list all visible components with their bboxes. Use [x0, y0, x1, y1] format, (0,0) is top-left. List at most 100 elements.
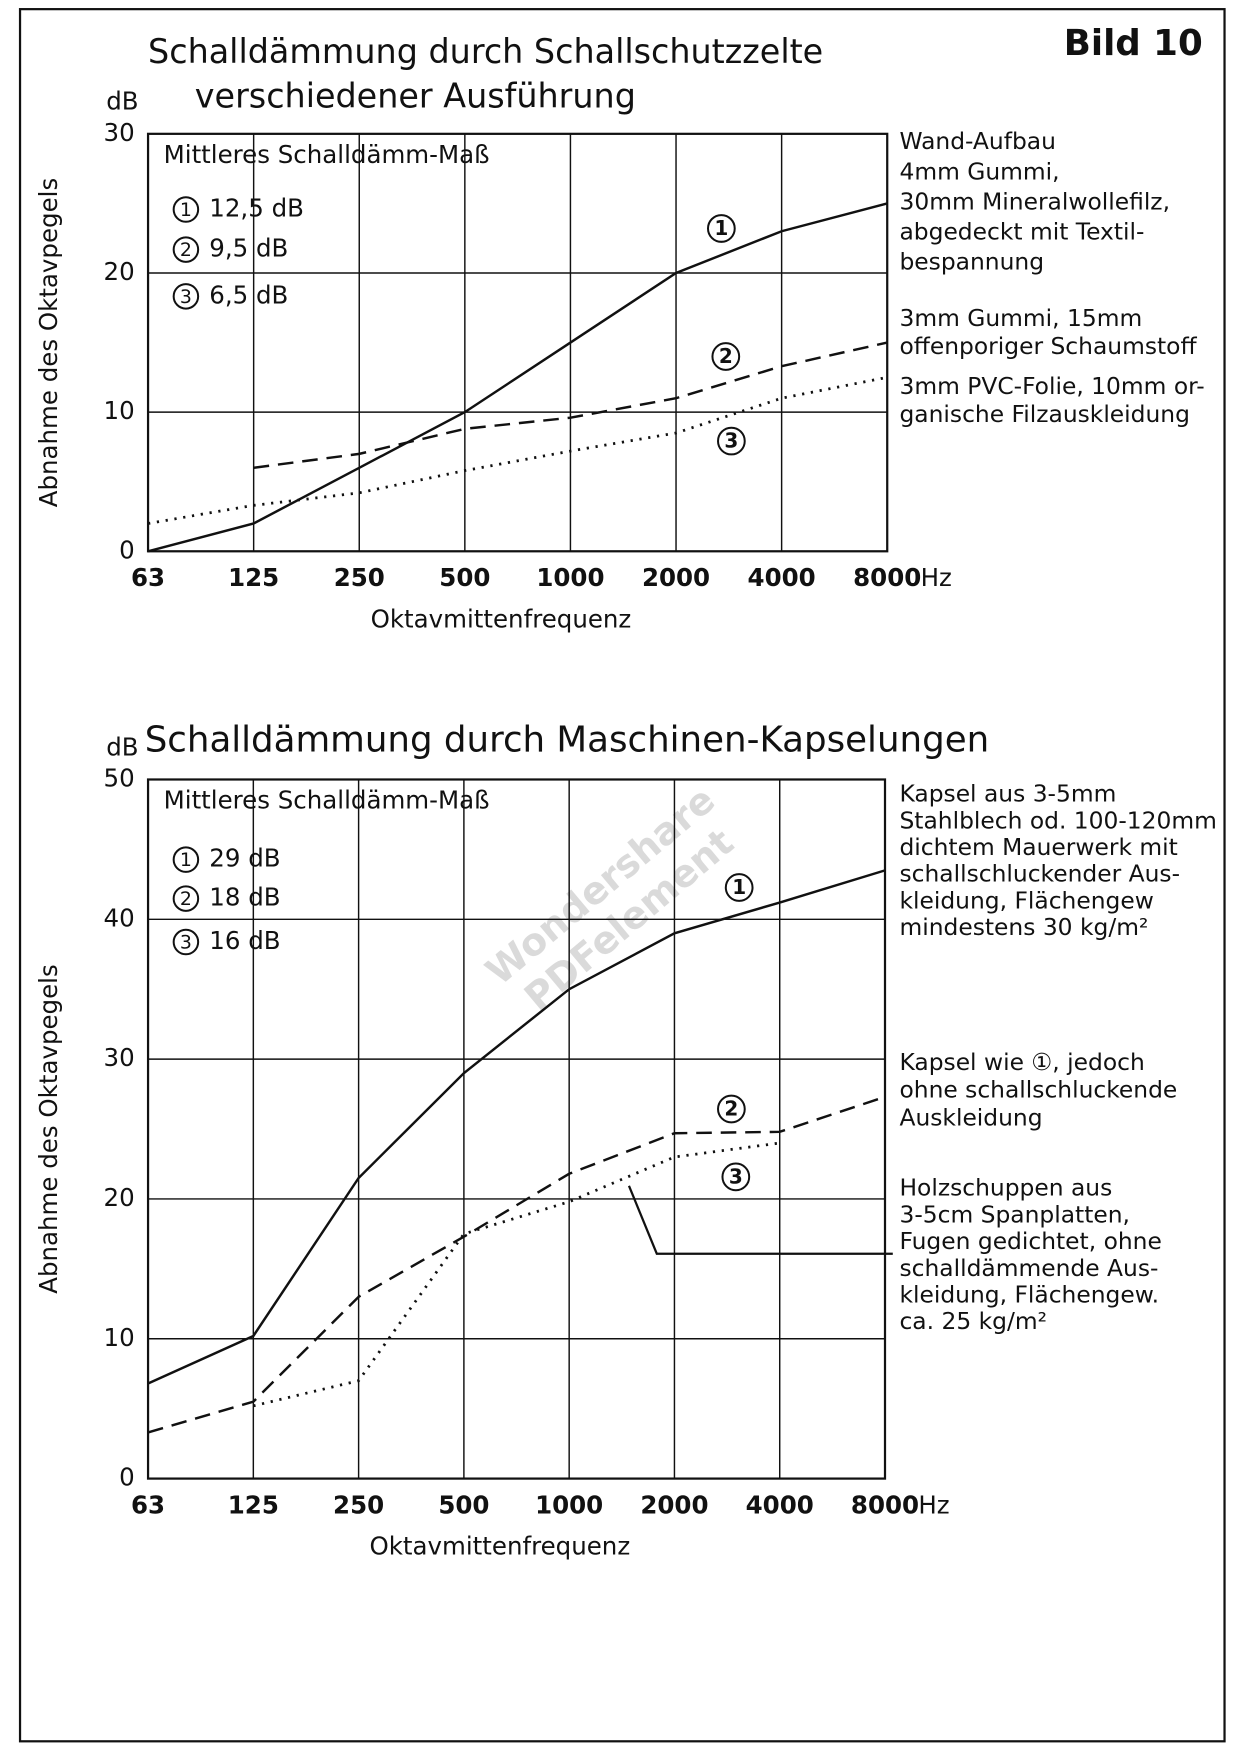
legend-number: 1 [180, 199, 192, 221]
x-tick-label: 63 [131, 1490, 165, 1519]
line-label: 1 [714, 216, 728, 240]
x-tick-label: 1000 [535, 1490, 603, 1519]
series-description: kleidung, Flächengew. [899, 1281, 1159, 1309]
legend-circle [172, 196, 200, 223]
series-description: ohne schallschluckende [899, 1076, 1177, 1104]
y-tick-label: 10 [104, 1323, 135, 1352]
series-description: Kapsel aus 3-5mm [899, 780, 1116, 808]
series-description: kleidung, Flächengew [899, 886, 1153, 914]
legend-title: Mittleres Schalldämm-Maß [164, 786, 490, 815]
legend-value: 29 dB [209, 844, 280, 873]
legend-value: 18 dB [209, 883, 280, 912]
series-description: Wand-Aufbau [899, 127, 1055, 155]
line-label: 3 [729, 1165, 743, 1189]
legend-number: 3 [180, 932, 192, 954]
series-line [147, 869, 886, 1385]
legend-number: 2 [180, 888, 192, 910]
series-description: Kapsel wie ①, jedoch [899, 1048, 1144, 1076]
line-label-circle [717, 1094, 746, 1124]
x-unit: Hz [921, 563, 952, 592]
x-tick-label: 2000 [642, 563, 710, 592]
y-tick-label: 0 [119, 1463, 135, 1492]
series-description: offenporiger Schaumstoff [899, 332, 1197, 360]
chart-title: Schalldämmung durch Schallschutzzelte [148, 32, 823, 71]
line-label-circle [706, 214, 736, 243]
legend-number: 2 [180, 239, 192, 261]
x-tick-label: 4000 [748, 563, 816, 592]
series-description: Fugen gedichtet, ohne [899, 1227, 1161, 1255]
line-label-circle [721, 1162, 751, 1192]
page-border [18, 8, 1226, 1743]
series-description: mindestens 30 kg/m² [899, 913, 1148, 941]
series-line [147, 202, 888, 553]
x-tick-label: 63 [131, 563, 165, 592]
series-description: 3mm Gummi, 15mm [899, 304, 1142, 332]
series-line [253, 341, 888, 470]
y-axis-label: Abnahme des Oktavpegels [34, 178, 63, 508]
x-tick-label: 250 [334, 563, 385, 592]
x-tick-label: 500 [439, 563, 490, 592]
x-tick-label: 4000 [746, 1490, 814, 1519]
series-description: Holzschuppen aus [899, 1174, 1112, 1202]
y-tick-label: 20 [104, 1183, 135, 1212]
x-tick-label: 125 [228, 1490, 279, 1519]
y-tick-label: 0 [119, 535, 135, 564]
x-axis-label: Oktavmittenfrequenz [369, 1532, 630, 1561]
series-line [147, 1095, 886, 1434]
legend-circle [172, 236, 200, 263]
legend-value: 16 dB [209, 926, 280, 955]
legend-value: 6,5 dB [209, 280, 288, 309]
y-tick-label: 50 [104, 763, 135, 792]
x-tick-label: 8000 [851, 1490, 919, 1519]
series-description: Auskleidung [899, 1104, 1042, 1132]
legend-value: 9,5 dB [209, 234, 288, 263]
series-line [253, 1141, 780, 1408]
x-unit: Hz [918, 1490, 949, 1519]
x-tick-label: 8000 [853, 563, 921, 592]
series-description: dichtem Mauerwerk mit [899, 833, 1177, 861]
series-description: 30mm Mineralwollefilz, [899, 187, 1170, 215]
line-label-circle [711, 342, 741, 371]
legend-value: 12,5 dB [209, 194, 304, 223]
y-tick-label: 30 [104, 1043, 135, 1072]
y-axis-label: Abnahme des Oktavpegels [34, 964, 63, 1294]
line-label-circle [724, 873, 754, 902]
line-label: 2 [724, 1097, 738, 1121]
x-tick-label: 1000 [536, 563, 604, 592]
line-label-circle [717, 426, 746, 456]
chart-title: verschiedener Ausführung [195, 77, 636, 116]
chart-title: Schalldämmung durch Maschinen-Kapselunge… [145, 720, 989, 761]
legend-number: 1 [180, 849, 192, 871]
line-label: 3 [724, 429, 738, 453]
watermark: Wondershare PDFelement [477, 777, 741, 1019]
y-unit: dB [106, 732, 138, 761]
legend-title: Mittleres Schalldämm-Maß [164, 140, 490, 169]
legend-circle [172, 885, 200, 912]
legend-number: 3 [180, 286, 192, 308]
x-axis-label: Oktavmittenfrequenz [371, 604, 632, 633]
line-label: 1 [732, 875, 746, 899]
y-tick-label: 20 [104, 257, 135, 286]
series-description: abgedeckt mit Textil- [899, 217, 1144, 245]
legend-circle [172, 846, 200, 873]
series-description: schallschluckender Aus- [899, 860, 1180, 888]
x-tick-label: 125 [228, 563, 279, 592]
legend-circle [172, 928, 200, 956]
series-description: schalldämmende Aus- [899, 1254, 1158, 1282]
series-description: 4mm Gummi, [899, 157, 1059, 185]
leader-line [627, 1185, 893, 1255]
x-tick-label: 500 [438, 1490, 489, 1519]
series-description: 3-5cm Spanplatten, [899, 1200, 1130, 1228]
y-tick-label: 10 [104, 396, 135, 425]
series-line [147, 375, 888, 525]
series-description: 3mm PVC-Folie, 10mm or- [899, 372, 1204, 400]
series-description: ca. 25 kg/m² [899, 1307, 1047, 1335]
figure-label: Bild 10 [1064, 23, 1203, 64]
y-unit: dB [106, 87, 138, 116]
series-description: Stahlblech od. 100-120mm [899, 806, 1216, 834]
x-tick-label: 250 [333, 1490, 384, 1519]
line-label: 2 [719, 344, 733, 368]
y-tick-label: 40 [104, 903, 135, 932]
y-tick-label: 30 [104, 118, 135, 147]
